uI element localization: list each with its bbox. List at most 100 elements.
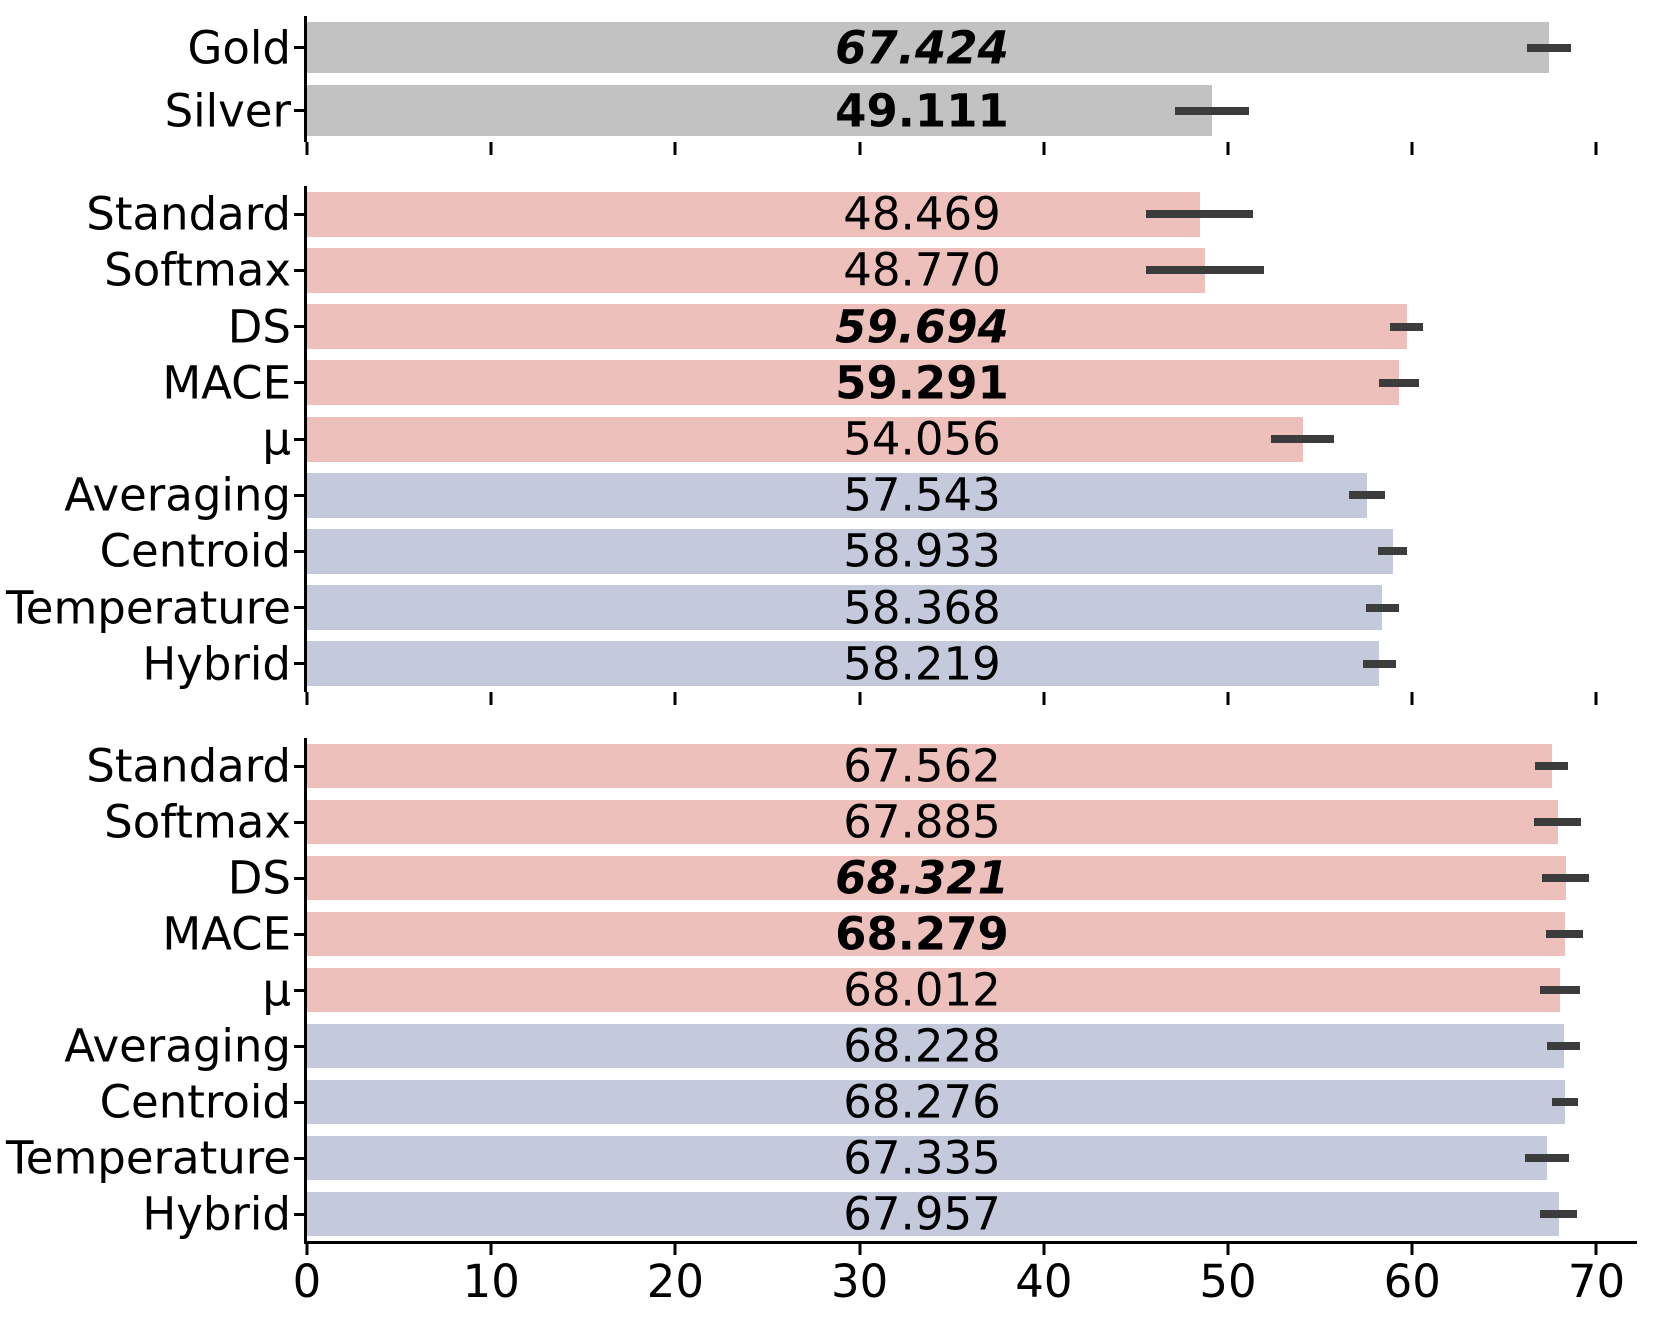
- category-label: Silver: [164, 84, 291, 137]
- bar: [307, 641, 1380, 687]
- x-tick: [489, 692, 493, 705]
- value-label: 54.056: [843, 412, 1001, 466]
- category-label: Hybrid: [142, 637, 291, 691]
- x-tick: [1410, 1242, 1414, 1255]
- error-bar: [1390, 322, 1424, 331]
- y-axis-spine: [304, 738, 307, 1242]
- value-label: 68.276: [843, 1075, 1001, 1129]
- bar: [307, 247, 1206, 293]
- error-bar: [1271, 435, 1335, 443]
- bar: [307, 743, 1552, 789]
- error-bar: [1377, 547, 1408, 556]
- error-bar: [1540, 1210, 1578, 1218]
- value-label: 67.335: [843, 1131, 1001, 1185]
- x-tick: [305, 692, 309, 705]
- error-bar: [1146, 266, 1265, 275]
- category-label: μ: [262, 963, 291, 1017]
- category-label: Averaging: [64, 468, 291, 522]
- x-tick: [305, 142, 309, 155]
- chart-panel-2: 67.562 Standard 67.885 Softmax 68.321 DS 68.27…: [6, 738, 1637, 1304]
- x-tick: [1594, 142, 1598, 155]
- chart-panel-0: 67.424 Gold 49.111 Silver: [165, 16, 1637, 155]
- y-tick: [294, 268, 304, 272]
- value-label: 48.469: [843, 187, 1001, 241]
- category-label: Standard: [86, 739, 291, 793]
- category-label: DS: [227, 300, 291, 354]
- x-tick: [858, 142, 862, 155]
- y-tick: [294, 606, 304, 610]
- bar: [307, 1135, 1548, 1181]
- value-label: 68.321: [835, 851, 1009, 905]
- x-tick: [1226, 142, 1230, 155]
- bar: [307, 304, 1407, 350]
- bar: [307, 855, 1566, 901]
- x-tick: [1410, 692, 1414, 705]
- x-tick-label: 60: [1383, 1255, 1441, 1308]
- category-label: Softmax: [104, 795, 291, 849]
- error-bar: [1539, 986, 1581, 994]
- value-label: 58.219: [843, 637, 1001, 691]
- x-tick: [858, 1242, 862, 1255]
- x-tick: [858, 692, 862, 705]
- category-label: Hybrid: [142, 1187, 291, 1241]
- x-axis-line: [304, 1241, 1637, 1244]
- category-label: Temperature: [5, 581, 291, 635]
- bar: [307, 967, 1560, 1013]
- category-label: Standard: [86, 187, 291, 241]
- bar: [307, 191, 1200, 237]
- bar: [307, 416, 1303, 462]
- category-label: MACE: [162, 356, 291, 410]
- value-label: 67.957: [843, 1187, 1001, 1241]
- category-label: Temperature: [5, 1131, 291, 1185]
- bar: [307, 911, 1565, 957]
- error-bar: [1546, 930, 1584, 938]
- value-label: 68.012: [843, 963, 1001, 1017]
- x-tick: [1042, 142, 1046, 155]
- x-tick: [305, 1242, 309, 1255]
- value-label: 67.885: [843, 795, 1001, 849]
- value-label: 68.228: [843, 1019, 1001, 1073]
- error-bar: [1174, 106, 1249, 115]
- x-tick-label: 40: [1015, 1255, 1073, 1308]
- y-tick: [294, 1100, 304, 1104]
- error-bar: [1541, 874, 1590, 882]
- y-tick: [294, 325, 304, 329]
- y-tick: [294, 1044, 304, 1048]
- y-axis-spine: [304, 16, 307, 142]
- x-tick-label: 0: [292, 1255, 322, 1308]
- value-label: 48.770: [843, 243, 1001, 297]
- error-bar: [1365, 603, 1399, 612]
- y-tick: [294, 764, 304, 768]
- x-tick: [1042, 1242, 1046, 1255]
- x-tick-label: 10: [462, 1255, 520, 1308]
- error-bar: [1525, 1154, 1570, 1162]
- value-label: 59.291: [835, 356, 1009, 410]
- bar: [307, 799, 1558, 845]
- x-tick: [1594, 692, 1598, 705]
- y-tick: [294, 212, 304, 216]
- y-tick: [294, 549, 304, 553]
- y-tick: [294, 493, 304, 497]
- value-label: 58.368: [843, 581, 1001, 635]
- y-axis-spine: [304, 186, 307, 692]
- x-tick-label: 30: [830, 1255, 889, 1308]
- y-tick: [294, 1156, 304, 1160]
- bar: [307, 22, 1550, 73]
- error-bar: [1534, 762, 1569, 770]
- error-bar: [1348, 491, 1386, 500]
- error-bar: [1551, 1098, 1578, 1106]
- bar: [307, 85, 1212, 136]
- category-label: Softmax: [104, 243, 291, 297]
- category-label: MACE: [162, 907, 291, 961]
- x-tick: [489, 142, 493, 155]
- x-tick: [673, 1242, 677, 1255]
- bar: [307, 529, 1393, 574]
- x-tick: [1042, 692, 1046, 705]
- value-label: 59.694: [835, 300, 1009, 354]
- value-label: 57.543: [843, 468, 1001, 522]
- value-label: 58.933: [843, 524, 1001, 578]
- bar: [307, 585, 1383, 631]
- y-tick: [294, 662, 304, 666]
- x-tick: [673, 692, 677, 705]
